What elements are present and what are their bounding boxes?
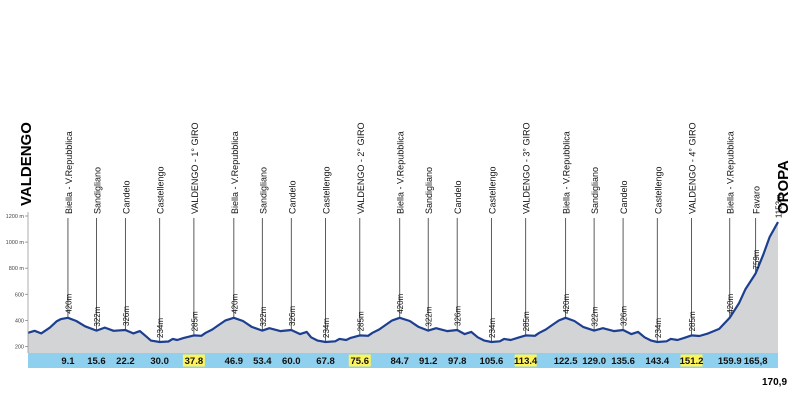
y-axis: 200 400 600 800 m 1000 m 1200 m <box>6 212 29 353</box>
distance-label: 165,8 <box>744 356 768 367</box>
town-label: Biella - V.Repubblica <box>64 131 74 214</box>
town-label: Candelo <box>287 180 297 214</box>
town-label: Favaro <box>752 186 762 214</box>
town-label: Biella - V.Repubblica <box>562 131 572 214</box>
distance-label: 60.0 <box>282 356 301 367</box>
y-tick-label: 1200 m <box>6 214 25 220</box>
town-label: Candelo <box>619 180 629 214</box>
town-label: Sandigliano <box>93 167 103 214</box>
elevation-label: 420m <box>64 293 73 313</box>
elevation-label: 322m <box>259 306 268 326</box>
distance-label: 37.8 <box>185 356 204 367</box>
elevation-label: 234m <box>156 318 165 338</box>
town-label: VALDENGO - 3° GIRO <box>522 123 532 214</box>
y-tick-label: 1000 m <box>6 240 25 246</box>
elevation-label: 285m <box>356 311 365 331</box>
town-label: VALDENGO - 1° GIRO <box>190 123 200 214</box>
lap-distance-highlight <box>514 354 537 367</box>
elevation-label: 326m <box>454 306 463 326</box>
y-tick-label: 600 <box>15 292 24 298</box>
distance-label: 97.8 <box>448 356 467 367</box>
elevation-label: 234m <box>654 318 663 338</box>
elevation-label: 420m <box>726 293 735 313</box>
distance-bar-background <box>28 353 778 368</box>
town-label: Sandigliano <box>424 167 434 214</box>
town-label: Candelo <box>453 180 463 214</box>
town-label: Sandigliano <box>590 167 600 214</box>
elevation-label: 326m <box>288 306 297 326</box>
elevation-label: 285m <box>688 311 697 331</box>
lap-distance-highlight <box>182 354 205 367</box>
finish-town-label: OROPA <box>775 160 792 214</box>
distance-label: 113.4 <box>514 356 538 367</box>
distance-bar: 9.1 15.6 22.2 30.0 37.8 46.9 53.4 60.0 67.8 75.6 8… <box>28 353 778 368</box>
elevation-label: 322m <box>591 306 600 326</box>
town-label: Candelo <box>121 180 131 214</box>
elevation-label: 420m <box>230 293 239 313</box>
final-distance-label: 170,9 <box>762 377 787 388</box>
elevation-label: 285m <box>190 311 199 331</box>
town-label: Castellengo <box>156 166 166 214</box>
lap-distance-highlight <box>348 354 371 367</box>
distance-label: 135.6 <box>611 356 635 367</box>
town-label: Sandigliano <box>258 167 268 214</box>
distance-label: 53.4 <box>253 356 272 367</box>
town-label: Castellengo <box>653 166 663 214</box>
profile-area <box>27 221 779 353</box>
y-tick-label: 800 m <box>9 266 25 272</box>
distance-label: 105.6 <box>480 356 504 367</box>
distance-label: 122.5 <box>554 356 578 367</box>
elevation-label: 234m <box>488 318 497 338</box>
distance-label: 91.2 <box>419 356 438 367</box>
distance-label: 22.2 <box>116 356 135 367</box>
town-label: Castellengo <box>322 166 332 214</box>
distance-label: 143.4 <box>645 356 669 367</box>
elevation-label: 322m <box>93 306 102 326</box>
y-tick-label: 400 <box>15 318 24 324</box>
distance-label: 84.7 <box>390 356 409 367</box>
distance-label: 75.6 <box>351 356 370 367</box>
elevation-label: 326m <box>122 306 131 326</box>
town-label: Castellengo <box>487 166 497 214</box>
town-label: Biella - V.Repubblica <box>230 131 240 214</box>
elevation-labels: 420m 322m 326m 234m 285m 420m 322m 326m 234m 285m… <box>64 194 783 338</box>
distance-label: 151.2 <box>680 356 704 367</box>
distance-label: 15.6 <box>87 356 106 367</box>
profile-line <box>27 221 779 344</box>
start-town-label: VALDENGO <box>18 122 35 206</box>
distance-label: 9.1 <box>61 356 75 367</box>
elevation-label: 420m <box>396 293 405 313</box>
town-label: Biella - V.Repubblica <box>726 131 736 214</box>
elevation-label: 759m <box>752 249 761 269</box>
y-tick-label: 200 <box>15 344 24 350</box>
profile-fill <box>28 222 778 353</box>
distance-label: 46.9 <box>225 356 244 367</box>
town-label: VALDENGO - 2° GIRO <box>356 123 366 214</box>
distance-label: 159.9 <box>718 356 742 367</box>
distance-label: 30.0 <box>150 356 169 367</box>
distance-label: 129.0 <box>582 356 606 367</box>
elevation-label: 322m <box>425 306 434 326</box>
town-label: VALDENGO - 4° GIRO <box>688 123 698 214</box>
elevation-label: 234m <box>322 318 331 338</box>
town-label: Biella - V.Repubblica <box>396 131 406 214</box>
lap-distance-highlight <box>680 354 703 367</box>
distance-label: 67.8 <box>316 356 335 367</box>
elevation-label: 1153m <box>775 194 784 218</box>
elevation-label: 285m <box>522 311 531 331</box>
elevation-label: 326m <box>620 306 629 326</box>
town-labels: Biella - V.Repubblica Sandigliano Candelo C… <box>64 123 762 214</box>
elevation-label: 420m <box>562 293 571 313</box>
